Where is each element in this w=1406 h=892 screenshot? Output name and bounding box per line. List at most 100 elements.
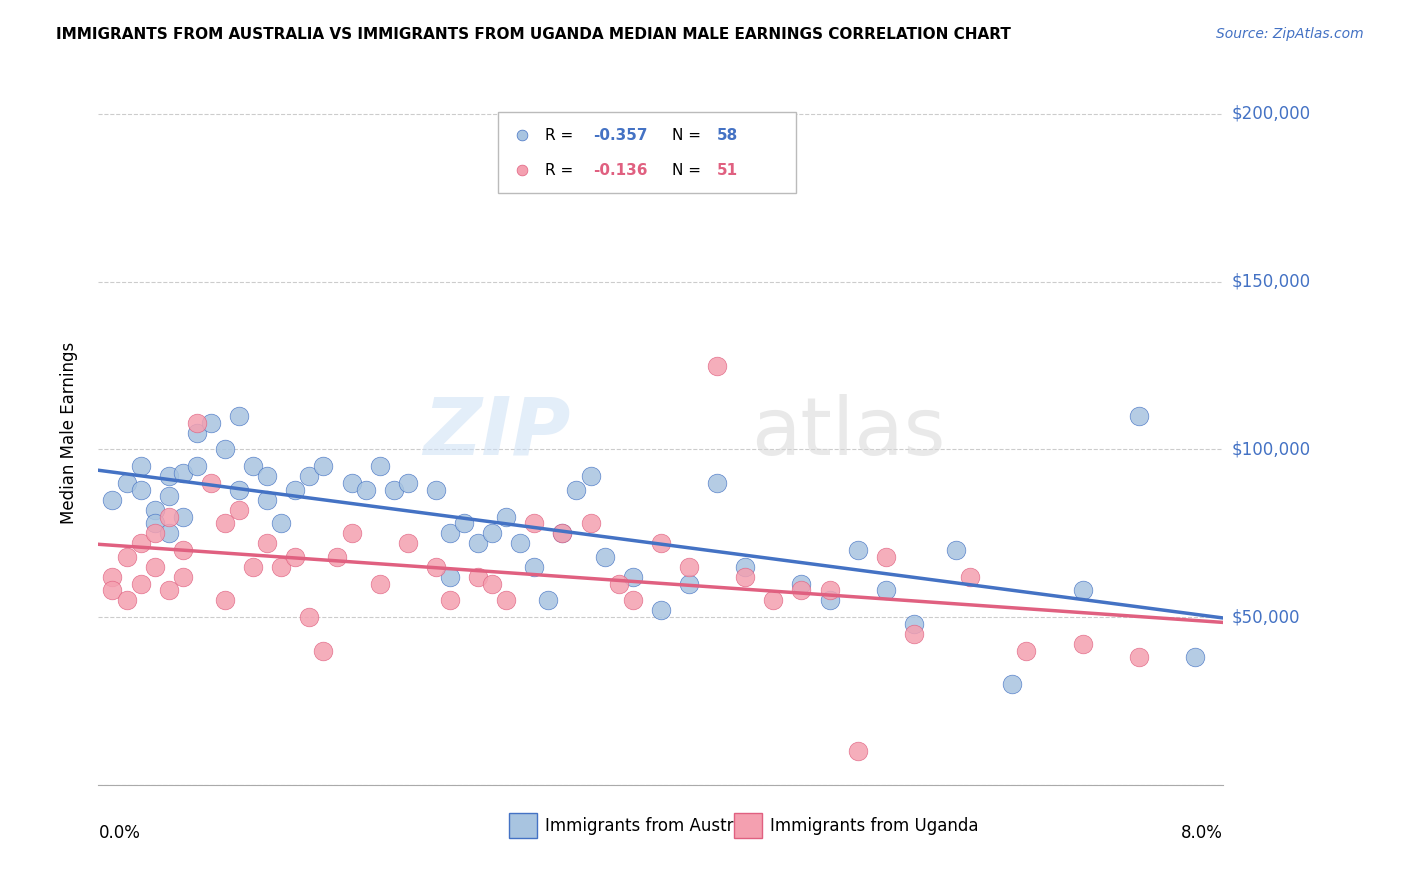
Point xyxy=(425,559,447,574)
Point xyxy=(790,576,813,591)
Text: 51: 51 xyxy=(717,163,738,178)
Point xyxy=(903,627,925,641)
Point xyxy=(157,526,180,541)
Text: R =: R = xyxy=(546,128,578,143)
Point xyxy=(453,516,475,531)
Point xyxy=(284,483,307,497)
Point xyxy=(157,489,180,503)
Point xyxy=(706,359,728,373)
Point xyxy=(846,744,869,758)
Point xyxy=(172,509,194,524)
Point xyxy=(382,483,405,497)
Point xyxy=(143,516,166,531)
Point xyxy=(368,459,391,474)
Point xyxy=(256,469,278,483)
Point xyxy=(495,593,517,607)
Point xyxy=(312,644,335,658)
Point xyxy=(875,583,897,598)
Text: $150,000: $150,000 xyxy=(1232,273,1310,291)
Point xyxy=(157,469,180,483)
Text: Immigrants from Australia: Immigrants from Australia xyxy=(546,817,763,835)
Text: 8.0%: 8.0% xyxy=(1181,823,1223,842)
Text: $100,000: $100,000 xyxy=(1232,441,1310,458)
Point xyxy=(481,576,503,591)
Point xyxy=(101,570,124,584)
Point xyxy=(129,536,152,550)
Text: ZIP: ZIP xyxy=(423,393,571,472)
Point xyxy=(509,536,531,550)
Point xyxy=(284,549,307,564)
Point xyxy=(396,536,419,550)
Point xyxy=(256,492,278,507)
Text: Source: ZipAtlas.com: Source: ZipAtlas.com xyxy=(1216,27,1364,41)
Point xyxy=(650,603,672,617)
Point xyxy=(172,543,194,558)
Point xyxy=(467,570,489,584)
Text: $200,000: $200,000 xyxy=(1232,105,1310,123)
Point xyxy=(143,526,166,541)
Point xyxy=(481,526,503,541)
Bar xyxy=(734,814,762,838)
Point xyxy=(340,475,363,490)
Point xyxy=(903,616,925,631)
Point xyxy=(157,509,180,524)
Point xyxy=(607,576,630,591)
Text: 58: 58 xyxy=(717,128,738,143)
Point xyxy=(143,503,166,517)
Point xyxy=(228,409,250,423)
FancyBboxPatch shape xyxy=(498,112,796,193)
Point xyxy=(228,503,250,517)
Point xyxy=(214,442,236,457)
Point xyxy=(1071,637,1094,651)
Point xyxy=(396,475,419,490)
Point xyxy=(818,593,841,607)
Point xyxy=(172,466,194,480)
Point xyxy=(621,570,644,584)
Point xyxy=(242,459,264,474)
Point xyxy=(790,583,813,598)
Point xyxy=(200,475,222,490)
Point xyxy=(706,475,728,490)
Point xyxy=(523,559,546,574)
Point xyxy=(1015,644,1038,658)
Text: -0.357: -0.357 xyxy=(593,128,648,143)
Point xyxy=(129,483,152,497)
Point xyxy=(495,509,517,524)
Point xyxy=(186,459,208,474)
Point xyxy=(818,583,841,598)
Point xyxy=(565,483,588,497)
Text: $50,000: $50,000 xyxy=(1232,608,1301,626)
Point xyxy=(537,593,560,607)
Point xyxy=(959,570,981,584)
Point xyxy=(579,469,602,483)
Point xyxy=(1071,583,1094,598)
Point xyxy=(1001,677,1024,691)
Point xyxy=(579,516,602,531)
Point xyxy=(734,559,756,574)
Point xyxy=(186,416,208,430)
Point xyxy=(228,483,250,497)
Point xyxy=(298,610,321,624)
Point xyxy=(312,459,335,474)
Point xyxy=(1128,409,1150,423)
Point xyxy=(678,576,700,591)
Point xyxy=(467,536,489,550)
Point xyxy=(115,549,138,564)
Point xyxy=(621,593,644,607)
Point xyxy=(678,559,700,574)
Point xyxy=(157,583,180,598)
Point xyxy=(256,536,278,550)
Point xyxy=(101,583,124,598)
Text: 0.0%: 0.0% xyxy=(98,823,141,842)
Point xyxy=(129,576,152,591)
Point xyxy=(143,559,166,574)
Point xyxy=(439,593,461,607)
Point xyxy=(270,559,292,574)
Point xyxy=(354,483,377,497)
Bar xyxy=(509,814,537,838)
Y-axis label: Median Male Earnings: Median Male Earnings xyxy=(59,342,77,524)
Point xyxy=(129,459,152,474)
Point xyxy=(368,576,391,591)
Point xyxy=(551,526,574,541)
Point xyxy=(439,570,461,584)
